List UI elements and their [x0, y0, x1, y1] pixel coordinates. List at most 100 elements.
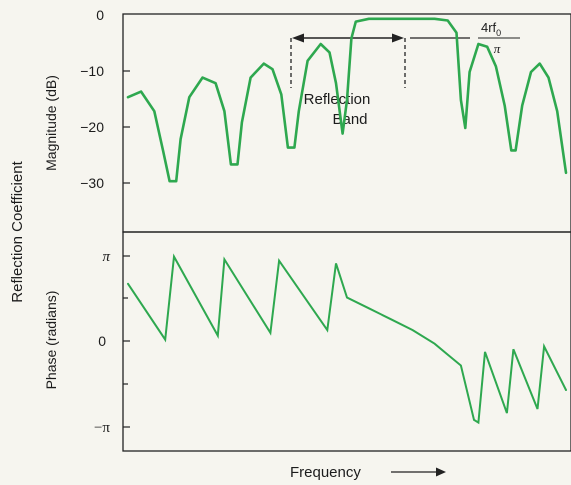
- magnitude-point-15: [263, 63, 265, 65]
- magnitude-tick-label-1: −10: [80, 63, 104, 79]
- phase-point-2: [173, 256, 175, 258]
- phase-point-17: [477, 422, 479, 424]
- magnitude-ticks: [123, 70, 130, 184]
- magnitude-point-7: [188, 96, 190, 98]
- phase-point-9: [346, 297, 348, 299]
- magnitude-point-49: [565, 172, 567, 174]
- magnitude-point-19: [293, 147, 295, 149]
- magnitude-point-13: [241, 121, 243, 123]
- magnitude-point-0: [127, 96, 129, 98]
- magnitude-point-5: [175, 180, 177, 182]
- band-width-formula: 4rf0 π: [478, 20, 520, 56]
- magnitude-point-40: [495, 65, 497, 67]
- phase-point-4: [223, 258, 225, 260]
- magnitude-point-28: [355, 21, 357, 23]
- magnitude-point-4: [169, 180, 171, 182]
- phase-point-13: [434, 343, 436, 345]
- phase-plot-frame: [122, 231, 571, 452]
- magnitude-point-3: [162, 149, 164, 151]
- magnitude-point-12: [237, 163, 239, 165]
- magnitude-point-1: [140, 91, 142, 93]
- magnitude-point-18: [287, 147, 289, 149]
- frequency-arrow-icon: [391, 467, 446, 477]
- magnitude-point-43: [515, 149, 517, 151]
- magnitude-point-32: [434, 18, 436, 20]
- phase-point-16: [473, 419, 475, 421]
- magnitude-point-42: [510, 149, 512, 151]
- phase-point-20: [512, 348, 514, 350]
- magnitude-point-11: [230, 163, 232, 165]
- phase-curve: [127, 253, 567, 425]
- magnitude-point-38: [477, 43, 479, 45]
- phase-axis-label: Phase (radians): [43, 291, 59, 390]
- magnitude-point-14: [250, 77, 252, 79]
- magnitude-point-30: [390, 18, 392, 20]
- phase-tick-label-minus-pi: −π: [94, 420, 110, 436]
- magnitude-point-9: [215, 82, 217, 84]
- magnitude-point-27: [350, 37, 352, 39]
- phase-point-10: [368, 307, 370, 309]
- band-arrow-right-icon: [392, 33, 404, 43]
- magnitude-axis-label: Magnitude (dB): [43, 75, 59, 171]
- magnitude-point-34: [456, 32, 458, 34]
- magnitude-point-39: [486, 46, 488, 48]
- phase-point-12: [412, 329, 414, 331]
- magnitude-point-41: [504, 105, 506, 107]
- magnitude-point-24: [335, 82, 337, 84]
- phase-point-6: [278, 260, 280, 262]
- magnitude-tick-label-3: −30: [80, 175, 104, 191]
- phase-point-21: [537, 408, 539, 410]
- magnitude-point-48: [556, 110, 558, 112]
- phase-point-22: [543, 345, 545, 347]
- phase-tick-label-pi: π: [102, 249, 110, 265]
- phase-point-8: [335, 262, 337, 264]
- magnitude-curve: [126, 17, 568, 183]
- magnitude-point-33: [447, 20, 449, 22]
- phase-ticks: [123, 255, 130, 428]
- phase-point-3: [217, 335, 219, 337]
- magnitude-point-20: [298, 110, 300, 112]
- phase-point-19: [506, 412, 508, 414]
- phase-point-1: [164, 339, 166, 341]
- magnitude-point-8: [202, 77, 204, 79]
- svg-text:4rf0: 4rf0: [481, 20, 501, 38]
- magnitude-point-36: [464, 127, 466, 129]
- magnitude-point-29: [368, 18, 370, 20]
- magnitude-point-22: [320, 43, 322, 45]
- phase-point-5: [269, 332, 271, 334]
- magnitude-tick-label-2: −20: [80, 119, 104, 135]
- magnitude-point-44: [521, 105, 523, 107]
- magnitude-point-26: [346, 99, 348, 101]
- frequency-axis-label: Frequency: [290, 464, 361, 481]
- phase-point-11: [390, 318, 392, 320]
- band-width-numerator: 4rf: [481, 20, 497, 35]
- phase-point-23: [565, 389, 567, 391]
- phase-point-14: [447, 354, 449, 356]
- magnitude-tick-label-0: 0: [96, 7, 104, 23]
- magnitude-point-16: [272, 68, 274, 70]
- phase-tick-label-zero: 0: [98, 333, 106, 349]
- magnitude-points: [127, 18, 567, 182]
- band-width-denominator: π: [494, 41, 501, 56]
- reflection-band-marker: [290, 33, 470, 88]
- magnitude-point-2: [153, 110, 155, 112]
- magnitude-point-21: [307, 60, 309, 62]
- magnitude-point-47: [548, 77, 550, 79]
- magnitude-point-31: [412, 18, 414, 20]
- reflection-coefficient-label: Reflection Coefficient: [9, 160, 26, 302]
- magnitude-point-35: [460, 99, 462, 101]
- magnitude-point-46: [539, 63, 541, 65]
- magnitude-point-17: [280, 93, 282, 95]
- magnitude-point-45: [530, 71, 532, 73]
- magnitude-point-37: [469, 71, 471, 73]
- phase-point-7: [326, 329, 328, 331]
- magnitude-point-25: [342, 133, 344, 135]
- reflection-band-label-line2: Band: [332, 111, 367, 128]
- phase-point-0: [127, 283, 129, 285]
- magnitude-point-6: [180, 138, 182, 140]
- phase-point-15: [460, 365, 462, 367]
- phase-point-18: [484, 351, 486, 353]
- band-arrow-left-icon: [292, 33, 304, 43]
- magnitude-point-23: [329, 51, 331, 53]
